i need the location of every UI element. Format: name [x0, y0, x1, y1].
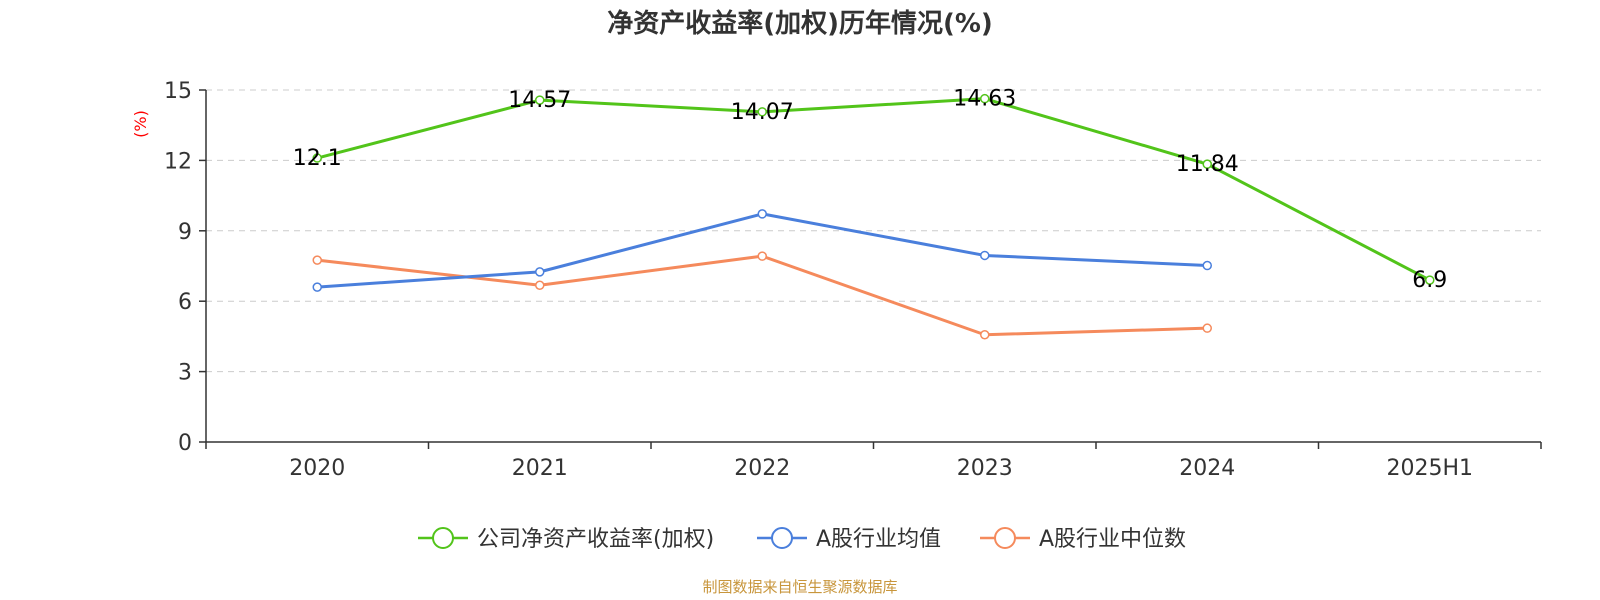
series-lines	[312, 93, 1435, 340]
legend-label: A股行业均值	[816, 527, 941, 552]
data-point-series-2[interactable]	[757, 251, 767, 261]
data-point-series-1[interactable]	[312, 282, 322, 292]
x-tick-label: 2021	[512, 456, 568, 481]
chart-title: 净资产收益率(加权)历年情况(%)	[607, 8, 993, 39]
grid-lines	[206, 89, 1541, 373]
data-point-series-1[interactable]	[980, 250, 990, 261]
data-point-series-0[interactable]	[312, 153, 322, 163]
data-label: 11.84	[1176, 152, 1239, 177]
data-point-series-0[interactable]	[1202, 159, 1212, 169]
data-label: 12.1	[293, 146, 342, 171]
data-label: 6.9	[1412, 268, 1447, 293]
data-point-series-0[interactable]	[980, 93, 990, 104]
x-tick-label: 2022	[734, 456, 790, 481]
data-label: 14.63	[953, 87, 1016, 112]
data-label: 14.57	[508, 88, 571, 113]
data-point-series-1[interactable]	[1202, 260, 1212, 271]
data-point-series-2[interactable]	[535, 280, 545, 290]
series-line-2	[317, 254, 1208, 337]
x-tick-label: 2023	[957, 456, 1013, 481]
data-point-series-1[interactable]	[757, 209, 767, 219]
series-line-0	[316, 97, 1431, 282]
y-tick-label: 12	[164, 149, 192, 174]
data-point-series-0[interactable]	[535, 95, 545, 105]
data-labels: 12.1 14.57 14.07 14.63 11.84 6.9	[293, 87, 1447, 293]
legend-marker	[771, 527, 793, 549]
y-tick-label: 0	[178, 431, 192, 456]
legend-item-2[interactable]: A股行业中位数	[980, 527, 1186, 552]
legend-label: 公司净资产收益率(加权)	[477, 527, 714, 552]
data-point-series-2[interactable]	[980, 330, 990, 340]
data-label: 14.07	[731, 100, 794, 125]
legend-item-0[interactable]: 公司净资产收益率(加权)	[418, 527, 714, 552]
y-tick-label: 6	[178, 290, 192, 315]
data-point-series-0[interactable]	[757, 107, 767, 117]
y-tick-label: 3	[178, 361, 192, 386]
x-tick-label: 2025H1	[1386, 456, 1473, 481]
y-tick-label: 9	[178, 220, 192, 245]
legend-label: A股行业中位数	[1039, 527, 1186, 552]
axes: 0 3 6 9 12 15 2020 2021 2022 2023 2024 2025H1	[164, 79, 1542, 481]
legend[interactable]: 公司净资产收益率(加权) A股行业均值 A股行业中位数	[418, 527, 1186, 552]
data-point-series-1[interactable]	[535, 267, 545, 277]
legend-marker	[432, 527, 454, 549]
y-axis-unit-label: (%)	[131, 110, 150, 138]
legend-marker	[994, 527, 1016, 549]
data-point-series-2[interactable]	[1202, 323, 1212, 333]
legend-item-1[interactable]: A股行业均值	[757, 527, 941, 552]
x-tick-label: 2024	[1179, 456, 1235, 481]
source-note: 制图数据来自恒生聚源数据库	[702, 578, 897, 596]
data-point-series-2[interactable]	[312, 255, 322, 265]
data-point-series-0[interactable]	[1425, 275, 1435, 285]
y-tick-label: 15	[164, 79, 192, 104]
x-tick-label: 2020	[289, 456, 345, 481]
